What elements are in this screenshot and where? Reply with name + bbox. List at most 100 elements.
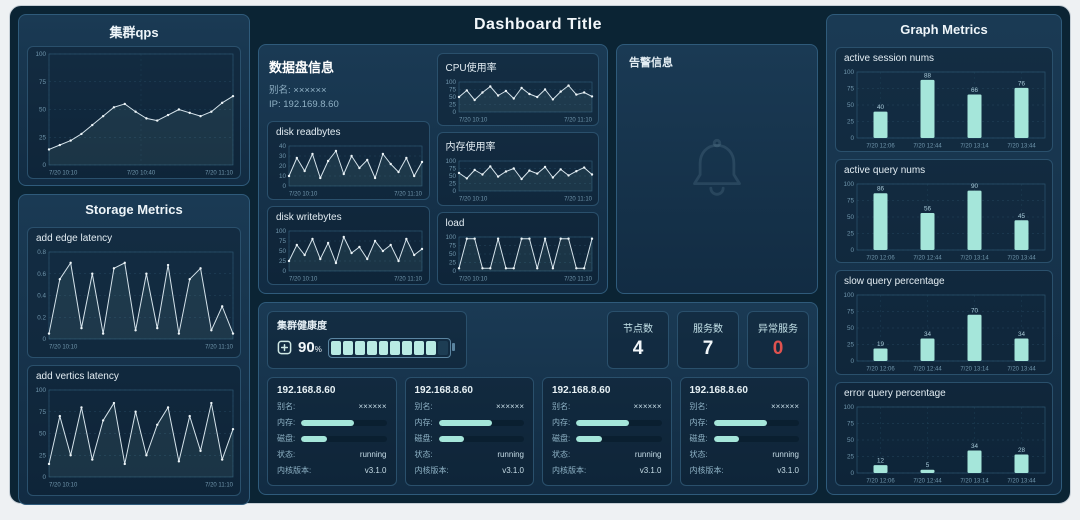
- kernel-row: 内核版本: v3.1.0: [552, 465, 662, 476]
- svg-text:75: 75: [39, 409, 47, 416]
- storage-metrics-title: Storage Metrics: [85, 202, 183, 217]
- disk-label: 磁盘:: [689, 434, 708, 443]
- disk-writebytes-chart: 0 25 50 75 100 7/20 10:10 7/20 11:10: [268, 224, 429, 284]
- svg-text:100: 100: [843, 69, 854, 76]
- panel-cluster-qps: 集群qps 0 25 50 75 100 7/20 10:10 7/20 10:40 7/20…: [18, 14, 250, 186]
- disk-bar: [301, 435, 387, 442]
- svg-text:7/20 10:10: 7/20 10:10: [49, 483, 78, 489]
- alias-value: ××××××: [770, 402, 799, 411]
- slow-query-percentage-title: slow query percentage: [844, 276, 945, 287]
- disk-info-right-col: CPU使用率 0 25 50 75 100 7/20 10:10 7/20 11:10 内存…: [436, 53, 599, 285]
- panel-storage-metrics: Storage Metrics add edge latency 0 0.2 0.4…: [18, 194, 250, 505]
- svg-text:30: 30: [279, 153, 287, 160]
- svg-text:0.4: 0.4: [37, 293, 46, 300]
- status-label: 状态:: [552, 450, 571, 459]
- panel-alerts: 告警信息: [616, 44, 818, 294]
- active-session-nums-title: active session nums: [844, 53, 935, 64]
- center-column: Dashboard Title 数据盘信息 别名: ×××××× IP: 192…: [258, 14, 818, 495]
- battery-segment: [366, 340, 377, 355]
- svg-text:0: 0: [42, 162, 46, 169]
- graph-metrics-title: Graph Metrics: [900, 22, 988, 37]
- alias-row: 别名: ××××××: [415, 401, 525, 412]
- kernel-label: 内核版本:: [552, 466, 587, 475]
- svg-text:75: 75: [847, 309, 855, 316]
- cpu-usage-box: CPU使用率 0 25 50 75 100 7/20 10:10 7/20 11:10: [436, 53, 599, 127]
- svg-text:86: 86: [877, 185, 885, 192]
- alias-value: ××××××: [495, 402, 524, 411]
- memory-row: 内存:: [690, 417, 799, 428]
- svg-text:0.8: 0.8: [37, 249, 46, 256]
- svg-text:50: 50: [448, 251, 456, 258]
- disk-bar: [713, 435, 799, 442]
- svg-text:7/20 11:10: 7/20 11:10: [394, 277, 423, 283]
- svg-text:0: 0: [850, 135, 854, 142]
- add-edge-latency-box: add edge latency 0 0.2 0.4 0.6 0.8 7/20 10:10…: [27, 227, 241, 358]
- stat-abnormal-service-label: 异常服务: [758, 324, 798, 335]
- svg-text:7/20 10:10: 7/20 10:10: [289, 277, 318, 283]
- status-row: 状态: running: [552, 449, 662, 460]
- svg-text:28: 28: [1018, 447, 1026, 454]
- bell-icon: [693, 138, 741, 196]
- svg-text:75: 75: [448, 242, 456, 249]
- health-row-spacer: [475, 311, 599, 369]
- svg-text:0: 0: [452, 109, 456, 116]
- battery-segment: [426, 340, 437, 355]
- disk-alias-label: 别名:: [269, 85, 291, 96]
- svg-text:76: 76: [1018, 80, 1026, 87]
- svg-text:75: 75: [448, 87, 456, 94]
- svg-text:7/20 13:14: 7/20 13:14: [960, 255, 989, 261]
- health-percent-value: 90: [298, 339, 315, 356]
- server-ip: 192.168.8.60: [552, 385, 611, 396]
- svg-text:75: 75: [847, 420, 855, 427]
- server-card-2: 192.168.8.60 别名: ×××××× 内存: 磁盘: 状态: runnin…: [404, 377, 534, 486]
- battery-segment: [330, 340, 341, 355]
- svg-text:7/20 10:10: 7/20 10:10: [289, 192, 318, 198]
- kernel-row: 内核版本: v3.1.0: [690, 465, 800, 476]
- disk-readbytes-title: disk readbytes: [276, 127, 341, 138]
- svg-text:7/20 12:44: 7/20 12:44: [913, 478, 942, 484]
- disk-bar-fill: [576, 435, 602, 442]
- add-edge-latency-chart: 0 0.2 0.4 0.6 0.8 7/20 10:10 7/20 11:10: [28, 245, 240, 357]
- cluster-qps-title: 集群qps: [109, 25, 159, 40]
- svg-text:7/20 12:44: 7/20 12:44: [913, 367, 942, 373]
- disk-info-title: 数据盘信息: [269, 60, 335, 75]
- status-value: running: [772, 450, 799, 459]
- svg-text:70: 70: [971, 307, 979, 314]
- memory-row: 内存:: [277, 417, 387, 428]
- add-vertics-latency-title: add vertics latency: [36, 371, 119, 382]
- active-session-nums-box: active session nums 0 25 50 75 100 7/20 12:06…: [835, 47, 1053, 152]
- alias-row: 别名: ××××××: [277, 401, 387, 412]
- kernel-value: v3.1.0: [777, 466, 799, 475]
- status-value: running: [359, 450, 387, 459]
- slow-query-percentage-chart: 0 25 50 75 100 7/20 12:06 7/20 12:44 7/20 13:14…: [836, 288, 1052, 374]
- alias-row: 别名: ××××××: [552, 401, 662, 412]
- svg-text:0: 0: [850, 358, 854, 365]
- svg-text:0: 0: [282, 268, 286, 275]
- disk-bar: [576, 435, 662, 442]
- disk-label: 磁盘:: [552, 434, 571, 443]
- alert-empty-state: [617, 45, 817, 293]
- disk-readbytes-chart: 0 10 20 30 40 7/20 10:10 7/20 11:10: [268, 139, 429, 199]
- svg-text:7/20 10:10: 7/20 10:10: [459, 118, 488, 124]
- svg-text:5: 5: [926, 462, 930, 469]
- svg-text:45: 45: [1018, 212, 1026, 219]
- svg-text:7/20 11:10: 7/20 11:10: [564, 197, 593, 203]
- disk-bar-fill: [438, 435, 465, 442]
- disk-row: 磁盘:: [415, 433, 524, 444]
- disk-bar-fill: [301, 435, 327, 442]
- right-column: Graph Metrics active session nums 0 25 50 7…: [826, 14, 1062, 495]
- stat-abnormal-service-value: 0: [772, 338, 784, 359]
- add-edge-latency-title: add edge latency: [36, 233, 113, 244]
- svg-text:12: 12: [877, 457, 885, 464]
- svg-text:7/20 11:10: 7/20 11:10: [564, 118, 593, 124]
- memory-bar-fill: [713, 419, 767, 426]
- kernel-row: 内核版本: v3.1.0: [277, 465, 387, 476]
- memory-bar-fill: [438, 419, 492, 426]
- svg-text:50: 50: [279, 248, 287, 255]
- svg-text:25: 25: [279, 258, 287, 265]
- svg-text:40: 40: [279, 143, 287, 150]
- status-label: 状态:: [414, 450, 433, 459]
- svg-text:7/20 13:14: 7/20 13:14: [960, 478, 989, 484]
- alias-label: 别名:: [552, 402, 571, 411]
- svg-text:50: 50: [448, 94, 456, 101]
